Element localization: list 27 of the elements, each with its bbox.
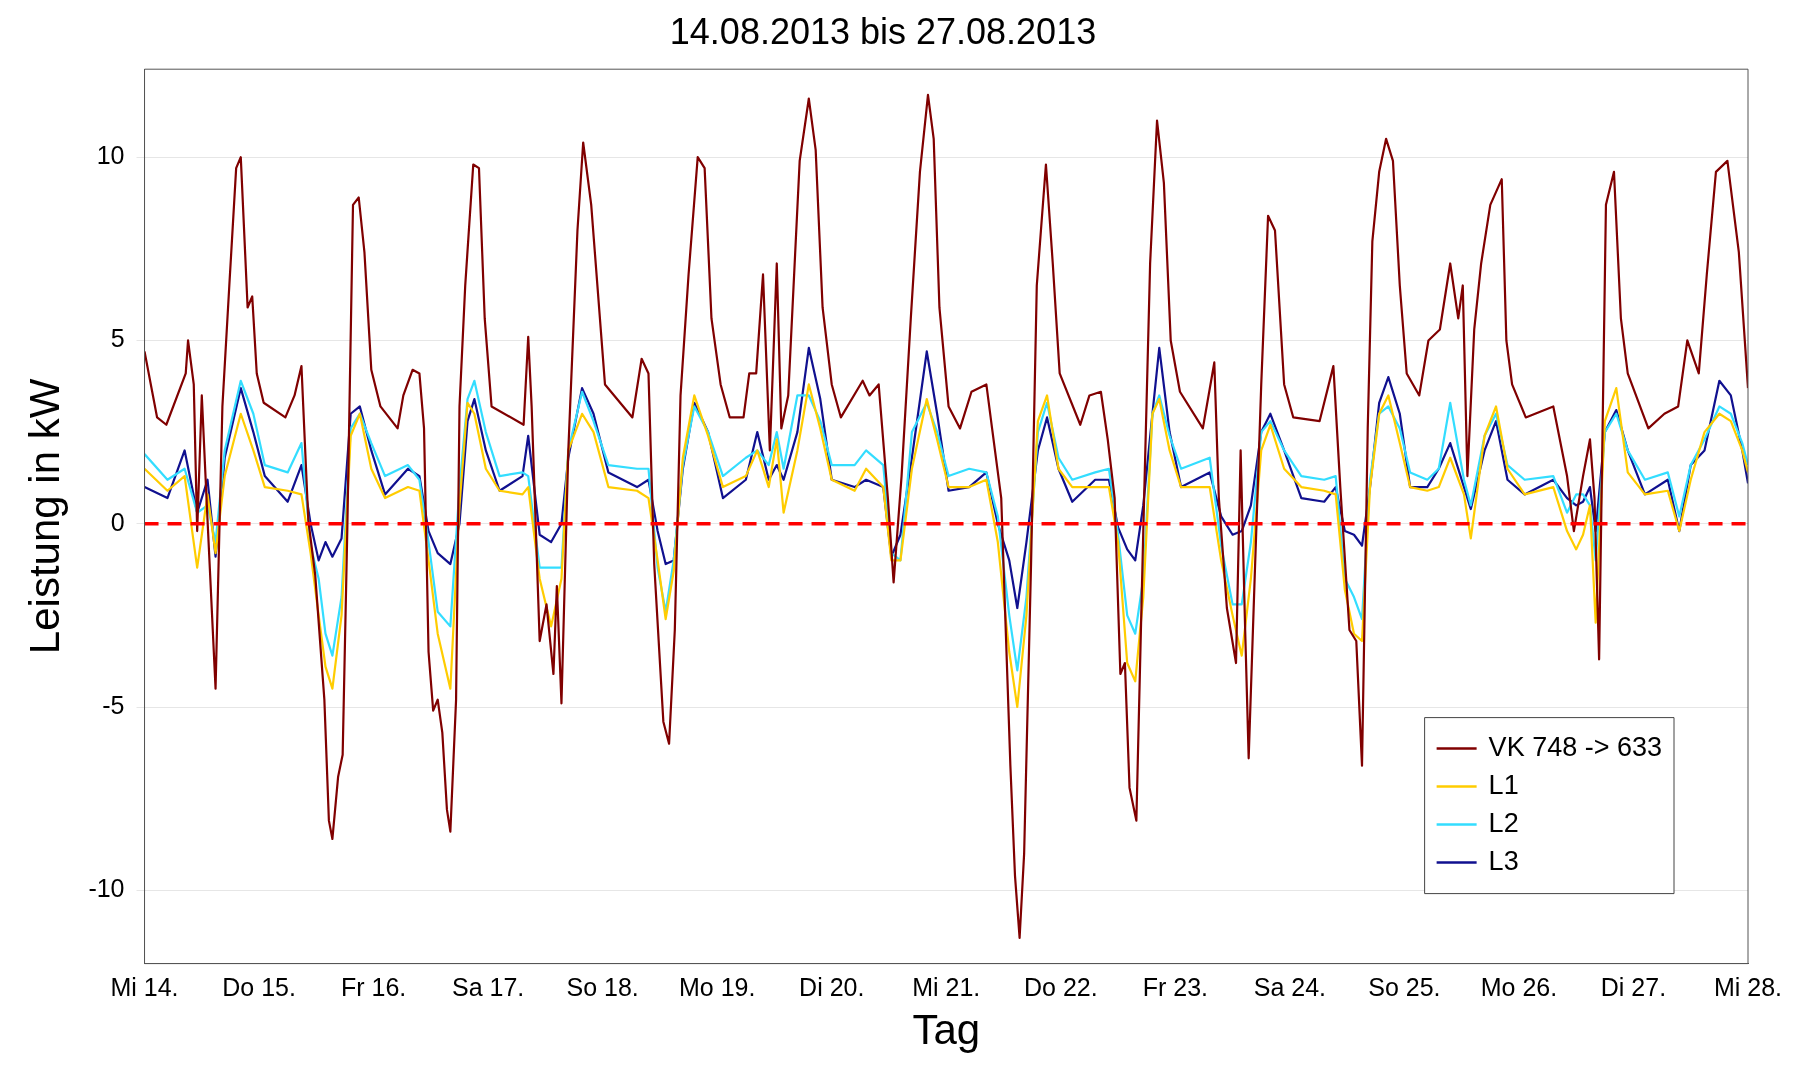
x-tick-label: Mi 28. [1713, 973, 1783, 1002]
x-tick-label: Do 15. [222, 973, 296, 1002]
x-tick-label: Mo 26. [1480, 973, 1558, 1002]
x-tick-label: Di 20. [799, 973, 865, 1002]
x-tick-label: Fr 16. [340, 973, 407, 1002]
x-tick-label: Di 27. [1600, 973, 1667, 1002]
chart-title: 14.08.2013 bis 27.08.2013 [669, 10, 1097, 52]
x-tick-label: So 25. [1368, 973, 1441, 1002]
x-axis-title: Tag [912, 1006, 981, 1054]
x-tick-label: So 18. [566, 973, 639, 1002]
legend-label: L1 [1488, 770, 1519, 801]
y-tick-label: 5 [110, 324, 125, 353]
x-tick-label: Do 22. [1023, 973, 1098, 1002]
y-tick-label: 0 [110, 507, 125, 536]
x-tick-label: Mi 21. [912, 973, 981, 1002]
y-tick-label: 10 [96, 141, 125, 170]
legend-label: VK 748 -> 633 [1488, 732, 1663, 763]
legend-label: L2 [1488, 808, 1519, 839]
y-tick-label: -5 [102, 690, 125, 719]
y-tick-label: -10 [88, 874, 125, 903]
x-tick-label: Fr 23. [1142, 973, 1208, 1002]
x-tick-label: Mi 14. [110, 973, 179, 1002]
legend-label: L3 [1488, 846, 1519, 877]
x-tick-label: Mo 19. [678, 973, 756, 1002]
x-tick-label: Sa 24. [1253, 973, 1327, 1002]
y-axis-title: Leistung in kW [20, 378, 68, 655]
x-tick-label: Sa 17. [451, 973, 525, 1002]
